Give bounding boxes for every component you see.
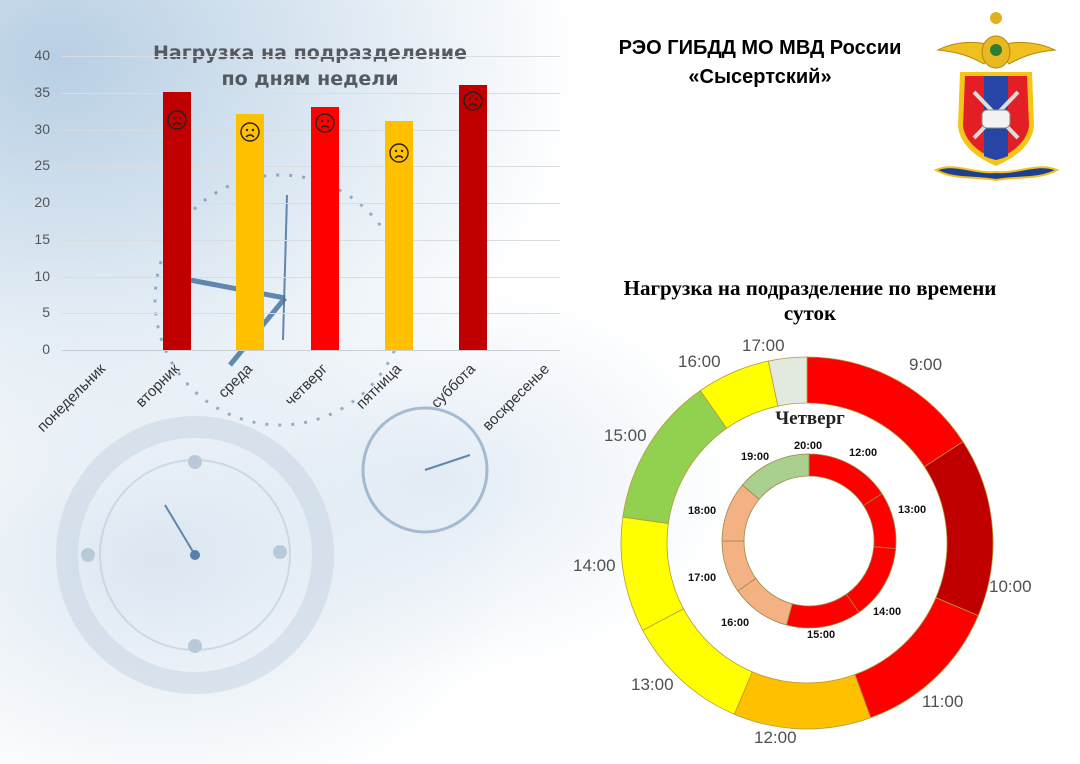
- outer-label: 9:00: [909, 355, 943, 374]
- bar: [385, 121, 413, 350]
- outer-label: 14:00: [573, 556, 616, 575]
- donut-segment: [808, 453, 883, 507]
- y-tick: 35: [34, 84, 50, 100]
- outer-label: 15:00: [604, 426, 647, 445]
- inner-label: 16:00: [721, 617, 750, 629]
- donut-segment: [923, 441, 994, 617]
- bar: [236, 114, 264, 350]
- y-tick: 5: [42, 304, 50, 320]
- y-tick: 15: [34, 231, 50, 247]
- inner-label: 15:00: [807, 629, 836, 641]
- organization-title: РЭО ГИБДД МО МВД России «Сысертский»: [618, 37, 902, 88]
- sad-face-icon: [463, 90, 483, 111]
- y-tick: 0: [42, 341, 50, 357]
- outer-label: 10:00: [989, 577, 1032, 596]
- y-tick: 20: [34, 194, 50, 210]
- police-emblem-icon: [934, 12, 1059, 182]
- y-tick: 40: [34, 47, 50, 63]
- sad-face-icon: [315, 112, 335, 133]
- donut-segment: [741, 453, 810, 500]
- outer-label: 16:00: [678, 352, 721, 371]
- donut-chart-title: Нагрузка на подразделение по времени сут…: [623, 276, 997, 325]
- bar: [459, 84, 487, 350]
- outer-label: 12:00: [754, 728, 797, 747]
- outer-label: 13:00: [631, 675, 674, 694]
- inner-label: 20:00: [794, 440, 823, 452]
- donut-segment: [733, 671, 872, 730]
- inner-label: 19:00: [741, 451, 770, 463]
- sad-face-icon: [167, 110, 187, 130]
- bar-chart-title: Нагрузка на подразделение по дням недели: [153, 42, 467, 90]
- inner-label: 13:00: [898, 504, 927, 516]
- y-tick: 10: [34, 268, 50, 284]
- donut-center-label: Четверг: [775, 408, 845, 429]
- sad-face-icon: [389, 143, 409, 164]
- donut-segment: [622, 390, 728, 524]
- gridline: [62, 56, 560, 57]
- inner-label: 12:00: [849, 447, 878, 459]
- sad-face-icon: [240, 122, 260, 142]
- inner-label: 18:00: [688, 505, 717, 517]
- x-axis-line: [62, 350, 560, 351]
- outer-label: 17:00: [742, 336, 785, 355]
- bar: [311, 106, 339, 350]
- inner-label: 14:00: [873, 606, 902, 618]
- bar: [163, 91, 191, 350]
- donut-segment: [845, 546, 897, 613]
- donut-segment: [767, 356, 808, 407]
- donut-segment: [785, 593, 860, 629]
- donut-segment: [620, 516, 684, 631]
- y-tick: 25: [34, 157, 50, 173]
- y-tick: 30: [34, 121, 50, 137]
- gridline: [62, 93, 560, 94]
- inner-label: 17:00: [688, 572, 717, 584]
- outer-label: 11:00: [922, 692, 964, 711]
